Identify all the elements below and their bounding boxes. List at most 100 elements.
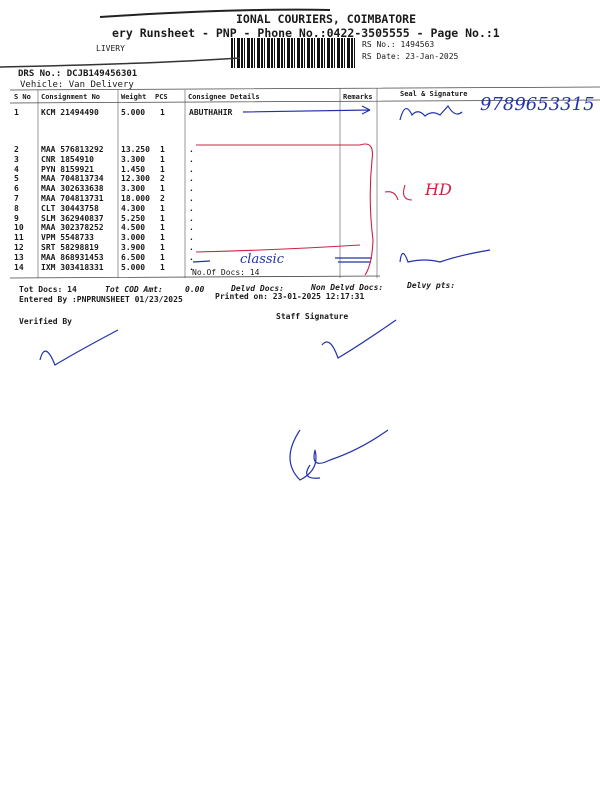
cell-consignee: . xyxy=(189,252,194,262)
cell-sno: 1 xyxy=(14,108,19,117)
cell-wt: 6.500 xyxy=(121,252,146,262)
cell-pcs: 1 xyxy=(160,154,165,164)
cell-cn: CNR 1854910 xyxy=(41,154,94,164)
cell-sno: 10 xyxy=(14,223,24,233)
cell-wt: 13.250 xyxy=(121,145,150,154)
cell-consignee: . xyxy=(189,154,194,164)
rs-number: RS No.: 1494563 xyxy=(362,40,435,49)
cell-cn: MAA 576813292 xyxy=(41,145,104,154)
cell-pcs: 2 xyxy=(160,194,165,203)
entered-by: Entered By :PNPRUNSHEET 01/23/2025 xyxy=(19,295,183,304)
cell-wt: 3.900 xyxy=(121,243,146,252)
delvy-pts: Delvy pts: xyxy=(407,281,456,290)
cell-cn: CLT 30443758 xyxy=(41,203,99,213)
rs-date: RS Date: 23-Jan-2025 xyxy=(362,52,459,61)
cell-wt: 1.450 xyxy=(121,164,146,174)
cell-wt: 4.500 xyxy=(121,223,146,233)
cell-cn: MAA 868931453 xyxy=(41,252,104,262)
cell-pcs: 1 xyxy=(160,223,165,233)
cell-consignee: . xyxy=(189,213,194,223)
cell-consignee: . xyxy=(189,174,194,184)
cell-wt: 18.000 xyxy=(121,194,150,203)
cell-cn: MAA 704813731 xyxy=(41,194,104,203)
cell-pcs: 1 xyxy=(160,213,165,223)
cell-consignee: . xyxy=(189,223,194,233)
header-seal: Seal & Signature xyxy=(400,90,468,98)
cell-cn: MAA 302633638 xyxy=(41,184,104,194)
cell-cn: SRT 58298819 xyxy=(41,243,99,252)
printed-on: Printed on: 23-01-2025 12:17:31 xyxy=(215,292,365,301)
cell-sno: 13 xyxy=(14,252,24,262)
handwritten-remark: HD xyxy=(425,180,452,199)
tot-cod-label: Tot COD Amt: xyxy=(105,285,163,294)
header-pcs: PCS xyxy=(155,93,168,101)
cell-sno: 11 xyxy=(14,233,24,243)
cell-consignee: . xyxy=(189,243,194,252)
cell-sno: 8 xyxy=(14,203,19,213)
delvd-docs: Delvd Docs: xyxy=(231,284,284,293)
cell-consignee: . xyxy=(189,145,194,154)
cell-sno: 14 xyxy=(14,262,24,272)
blue-ink-strokes xyxy=(39,104,491,481)
drs-number: DRS No.: DCJB149456301 xyxy=(18,69,138,79)
no-of-docs: No.Of Docs: 14 xyxy=(192,268,260,277)
tot-cod-value: 0.00 xyxy=(185,285,205,294)
delivery-type: LIVERY xyxy=(96,44,125,53)
cell-cn: KCM 21494490 xyxy=(41,108,99,117)
cell-pcs: 1 xyxy=(160,108,165,117)
runsheet-title: ery Runsheet - PNP - Phone No.:0422-3505… xyxy=(112,26,500,40)
cell-pcs: 1 xyxy=(160,203,165,213)
cell-cn: SLM 362940837 xyxy=(41,213,104,223)
cell-sno: 5 xyxy=(14,174,19,184)
cell-sno: 6 xyxy=(14,184,19,194)
cell-wt: 4.300 xyxy=(121,203,146,213)
vehicle: Vehicle: Van Delivery xyxy=(20,80,134,90)
cell-pcs: 1 xyxy=(160,262,165,272)
cell-consignee: ABUTHAHIR xyxy=(189,108,233,117)
cell-sno: 4 xyxy=(14,164,19,174)
cell-wt: 12.300 xyxy=(121,174,150,184)
cell-wt: 5.250 xyxy=(121,213,146,223)
header-consignment: Consignment No xyxy=(41,93,101,101)
cell-pcs: 1 xyxy=(160,184,165,194)
cell-sno: 12 xyxy=(14,243,24,252)
cell-consignee: . xyxy=(189,203,194,213)
cell-sno: 2 xyxy=(14,145,19,154)
header-sno: S No xyxy=(14,93,31,101)
cell-sno: 3 xyxy=(14,154,19,164)
cell-cn: MAA 704813734 xyxy=(41,174,104,184)
verified-by: Verified By xyxy=(19,317,72,326)
cell-sno: 7 xyxy=(14,194,19,203)
red-ink-strokes xyxy=(195,143,413,276)
cell-pcs: 1 xyxy=(160,252,165,262)
non-delvd-docs: Non Delvd Docs: xyxy=(311,283,384,292)
tot-docs: Tot Docs: 14 xyxy=(19,285,77,294)
cell-consignee: . xyxy=(189,184,194,194)
cell-consignee: . xyxy=(189,262,194,272)
cell-cn: MAA 302378252 xyxy=(41,223,104,233)
handwritten-classic: classic xyxy=(240,252,284,267)
handwritten-phone: 9789653315 xyxy=(480,94,595,115)
cell-wt: 5.000 xyxy=(121,108,146,117)
cell-cn: PYN 8159921 xyxy=(41,164,94,174)
cell-cn: VPM 5548733 xyxy=(41,233,94,243)
cell-wt: 3.300 xyxy=(121,184,146,194)
staff-signature-label: Staff Signature xyxy=(276,312,349,321)
cell-wt: 3.000 xyxy=(121,233,146,243)
cell-sno: 9 xyxy=(14,213,19,223)
cell-consignee: . xyxy=(189,233,194,243)
header-consignee: Consignee Details xyxy=(188,93,260,101)
cell-pcs: 1 xyxy=(160,145,165,154)
cell-consignee: . xyxy=(189,194,194,203)
cell-pcs: 1 xyxy=(160,233,165,243)
company-name: IONAL COURIERS, COIMBATORE xyxy=(236,12,417,26)
cell-wt: 3.300 xyxy=(121,154,146,164)
cell-pcs: 1 xyxy=(160,164,165,174)
cell-pcs: 2 xyxy=(160,174,165,184)
header-weight: Weight xyxy=(121,93,147,101)
header-remarks: Remarks xyxy=(343,93,373,101)
cell-pcs: 1 xyxy=(160,243,165,252)
